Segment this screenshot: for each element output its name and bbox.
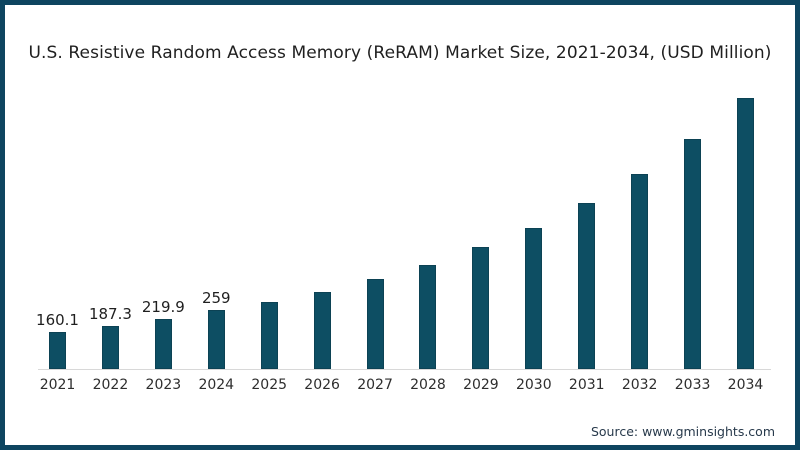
x-axis-line <box>38 369 771 370</box>
bar-value-label-2021: 160.1 <box>36 311 79 329</box>
x-axis-tick-label-2034: 2034 <box>727 377 764 393</box>
bar-group-2029 <box>472 92 490 369</box>
bar-2027 <box>366 279 384 369</box>
bar-group-2027 <box>366 92 384 369</box>
source-attribution: Source: www.gminsights.com <box>590 424 775 439</box>
bar-2024 <box>207 310 225 369</box>
bar-2032 <box>631 174 649 369</box>
x-axis-tick-label-2032: 2032 <box>621 377 658 393</box>
bar-group-2033 <box>684 92 702 369</box>
bar-group-2022: 187.3 <box>89 92 132 369</box>
bar-2028 <box>419 265 437 369</box>
x-axis-tick-label-2024: 2024 <box>198 377 235 393</box>
x-axis-tick-label-2029: 2029 <box>463 377 499 393</box>
x-axis-tick-label-2022: 2022 <box>92 377 129 393</box>
x-axis-tick-label-2033: 2033 <box>674 377 711 393</box>
bar-2030 <box>525 228 543 369</box>
bar-group-2024: 259 <box>202 92 231 369</box>
bar-group-2023: 219.9 <box>142 92 185 369</box>
x-axis-tick-label-2021: 2021 <box>39 377 76 393</box>
bar-2022 <box>101 326 119 369</box>
bar-group-2028 <box>419 92 437 369</box>
bar-group-2026 <box>313 92 331 369</box>
x-axis-tick-label-2027: 2027 <box>357 377 393 393</box>
bar-2031 <box>578 203 596 369</box>
bar-2021 <box>49 332 66 369</box>
bar-group-2032 <box>631 92 649 369</box>
bar-value-label-2022: 187.3 <box>88 305 132 323</box>
bar-2029 <box>472 247 490 369</box>
bar-2025 <box>260 302 278 369</box>
x-axis-tick-label-2026: 2026 <box>304 377 340 393</box>
bar-group-2034 <box>736 92 754 369</box>
x-axis-tick-label-2031: 2031 <box>568 377 605 393</box>
x-axis-labels: 2021 2022 2023 2024 2025 2026 2027 2028 2029 2030… <box>39 377 764 393</box>
x-axis-tick-label-2023: 2023 <box>145 377 182 393</box>
bar-2023 <box>154 319 172 369</box>
bar-value-label-2023: 219.9 <box>141 298 185 316</box>
x-axis-tick-label-2030: 2030 <box>515 377 552 393</box>
plot-area: 160.1 187.3 219.9 259 <box>36 92 754 369</box>
bar-group-2021: 160.1 <box>36 92 79 369</box>
bar-2033 <box>684 139 702 369</box>
bar-group-2031 <box>578 92 596 369</box>
bar-group-2025 <box>260 92 278 369</box>
x-axis-tick-label-2025: 2025 <box>251 377 288 393</box>
bar-value-label-2024: 259 <box>201 289 231 307</box>
bar-2026 <box>313 292 331 369</box>
chart-title: U.S. Resistive Random Access Memory (ReR… <box>28 43 772 63</box>
bar-2034 <box>736 98 754 369</box>
bar-group-2030 <box>525 92 543 369</box>
x-axis-tick-label-2028: 2028 <box>410 377 446 393</box>
